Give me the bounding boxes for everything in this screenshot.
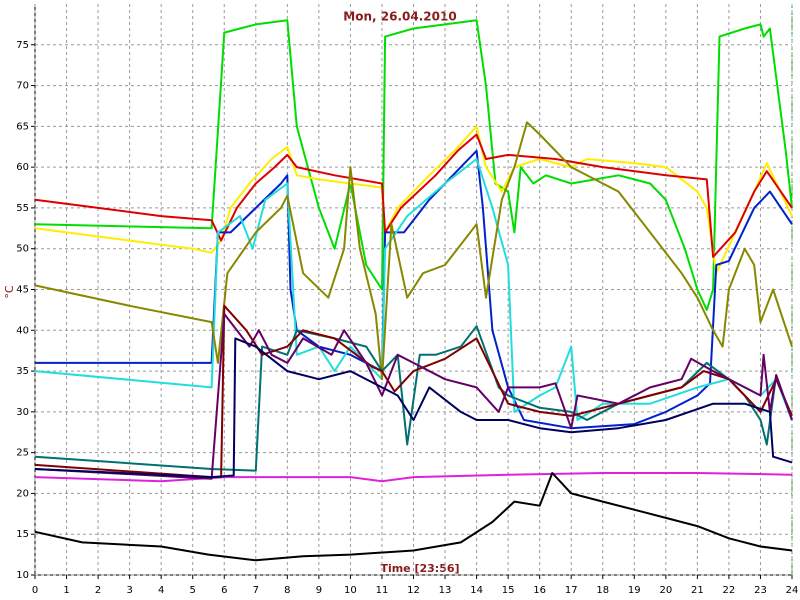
x-tick-label: 22 xyxy=(723,585,736,596)
y-tick-label: 55 xyxy=(16,203,29,214)
x-tick-label: 21 xyxy=(691,585,704,596)
x-tick-label: 7 xyxy=(253,585,259,596)
y-tick-label: 60 xyxy=(16,162,29,173)
data-line xyxy=(34,337,793,479)
y-tick-label: 75 xyxy=(16,40,29,51)
x-tick-label: 6 xyxy=(221,585,227,596)
x-tick-label: 3 xyxy=(126,585,132,596)
x-tick-label: 0 xyxy=(32,585,38,596)
x-tick-label: 13 xyxy=(439,585,452,596)
data-line xyxy=(34,472,793,562)
y-tick-label: 35 xyxy=(16,366,29,377)
x-tick-label: 24 xyxy=(786,585,799,596)
x-tick-label: 19 xyxy=(628,585,641,596)
x-tick-label: 2 xyxy=(95,585,101,596)
x-tick-label: 1 xyxy=(63,585,69,596)
x-tick-label: 18 xyxy=(596,585,609,596)
data-line xyxy=(34,125,793,275)
data-line xyxy=(34,313,793,480)
x-tick-label: 10 xyxy=(344,585,357,596)
data-line xyxy=(34,19,793,311)
x-tick-label: 5 xyxy=(190,585,196,596)
x-tick-label: 17 xyxy=(565,585,578,596)
x-tick-label: 8 xyxy=(284,585,290,596)
data-line xyxy=(34,121,793,381)
y-tick-label: 25 xyxy=(16,448,29,459)
x-tick-label: 12 xyxy=(407,585,420,596)
y-tick-label: 15 xyxy=(16,529,29,540)
y-tick-label: 10 xyxy=(16,570,29,581)
y-tick-label: 45 xyxy=(16,285,29,296)
x-tick-label: 16 xyxy=(533,585,546,596)
data-line xyxy=(34,158,793,421)
x-tick-label: 15 xyxy=(502,585,515,596)
y-tick-label: 50 xyxy=(16,244,29,255)
x-tick-label: 4 xyxy=(158,585,164,596)
data-line xyxy=(34,472,793,483)
y-tick-label: 20 xyxy=(16,488,29,499)
x-tick-label: 14 xyxy=(470,585,483,596)
x-tick-label: 9 xyxy=(316,585,322,596)
y-tick-label: 40 xyxy=(16,325,29,336)
chart-title: Mon, 26.04.2010 xyxy=(343,10,456,24)
x-axis-label: Time [23:56] xyxy=(380,562,459,575)
y-axis-label: °C xyxy=(3,285,16,299)
x-tick-label: 11 xyxy=(376,585,389,596)
y-tick-label: 30 xyxy=(16,407,29,418)
x-tick-label: 23 xyxy=(754,585,767,596)
y-tick-label: 65 xyxy=(16,121,29,132)
x-tick-label: 20 xyxy=(659,585,672,596)
y-tick-label: 70 xyxy=(16,81,29,92)
